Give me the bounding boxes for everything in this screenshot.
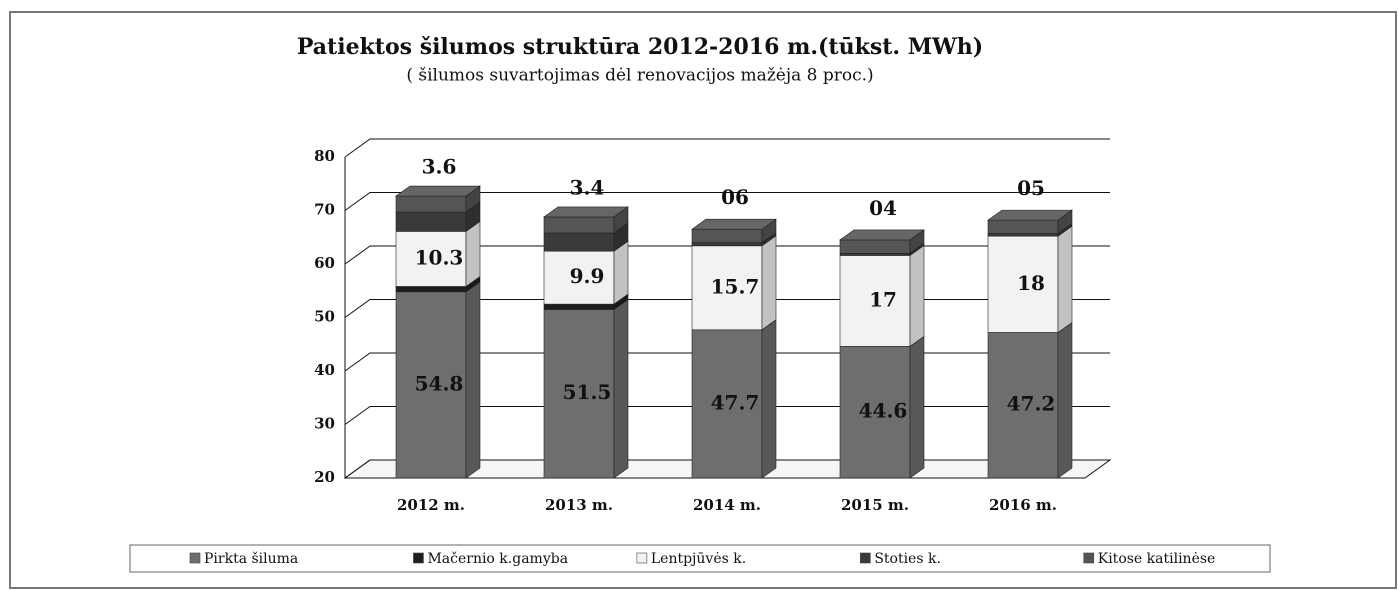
data-label: 47.7	[711, 390, 760, 414]
bar-segment	[839, 255, 911, 347]
y-tick-label: 70	[314, 201, 335, 219]
legend-swatch	[413, 552, 424, 564]
bar-segment	[987, 219, 1059, 234]
bar-segment	[691, 228, 763, 243]
bar-side	[909, 335, 925, 479]
legend-swatch	[860, 552, 871, 564]
frame	[9, 11, 1397, 589]
bar-segment	[543, 250, 615, 305]
data-label: 3.4	[570, 175, 605, 199]
x-tick-label: 2013 m.	[545, 496, 613, 514]
chart-title: Patiektos šilumos struktūra 2012-2016 m.…	[297, 34, 983, 60]
legend-swatch	[1083, 552, 1095, 564]
y-tick-label: 20	[314, 468, 335, 486]
data-label: 47.2	[1007, 392, 1056, 416]
legend-label: Pirkta šiluma	[204, 550, 298, 567]
bar-side	[1057, 321, 1073, 479]
bar-segment	[987, 332, 1059, 479]
grid-line	[344, 192, 1110, 211]
legend-swatch	[189, 552, 201, 564]
legend-box	[129, 544, 1271, 573]
data-label: 10.3	[415, 245, 464, 269]
x-tick-label: 2012 m.	[397, 496, 465, 514]
data-label: 18	[1017, 271, 1045, 295]
bar-top	[691, 218, 777, 230]
bar-segment	[395, 286, 467, 293]
y-tick-label: 80	[314, 147, 335, 165]
bar-segment	[987, 233, 1059, 237]
y-tick-label: 40	[314, 361, 335, 379]
bar-segment	[691, 329, 763, 479]
grid-line	[344, 138, 1110, 158]
y-tick-label: 50	[314, 308, 335, 326]
bar-segment	[395, 291, 467, 479]
data-label: 15.7	[711, 274, 760, 298]
bar-segment	[691, 242, 763, 247]
data-label: 51.5	[563, 380, 612, 404]
bar-segment	[543, 232, 615, 252]
legend-label: Stoties k.	[874, 551, 941, 567]
chart-subtitle: ( šilumos suvartojimas dėl renovacijos m…	[406, 66, 873, 86]
bar-segment	[987, 235, 1059, 333]
bar-side	[909, 244, 925, 347]
x-tick-label: 2015 m.	[841, 496, 909, 514]
bar-segment	[839, 346, 911, 479]
legend-swatch	[636, 552, 648, 564]
bar-side	[613, 298, 629, 479]
bar-side	[465, 220, 481, 288]
data-label: 3.6	[422, 155, 457, 179]
bar-segment	[839, 239, 911, 254]
x-tick-label: 2014 m.	[693, 496, 761, 514]
bar-segment	[395, 211, 467, 232]
data-label: 05	[1017, 176, 1045, 200]
bar-segment	[839, 253, 911, 256]
x-tick-label: 2016 m.	[989, 496, 1057, 514]
data-label: 17	[869, 287, 897, 311]
data-label: 9.9	[570, 264, 605, 288]
bar-side	[761, 319, 777, 479]
y-tick-label: 60	[314, 254, 335, 272]
bar-side	[613, 240, 629, 305]
bar-top	[987, 209, 1073, 221]
bar-side	[1057, 225, 1073, 334]
data-label: 04	[869, 196, 897, 220]
bar-side	[465, 281, 481, 479]
legend-label: Lentpjūvės k.	[651, 551, 746, 567]
data-label: 54.8	[415, 371, 464, 395]
bar-segment	[543, 303, 615, 310]
bar-segment	[395, 195, 467, 213]
legend-label: Kitose katilinėse	[1098, 551, 1216, 567]
data-label: 44.6	[859, 399, 908, 423]
y-tick-label: 30	[314, 415, 335, 433]
bar-top	[543, 206, 629, 218]
data-label: 06	[721, 185, 749, 209]
bar-side	[761, 235, 777, 331]
bar-segment	[395, 231, 467, 287]
bar-top	[839, 229, 925, 241]
legend-label: Mačernio k.gamyba	[427, 551, 568, 567]
bar-segment	[543, 216, 615, 234]
bar-top	[395, 185, 481, 197]
